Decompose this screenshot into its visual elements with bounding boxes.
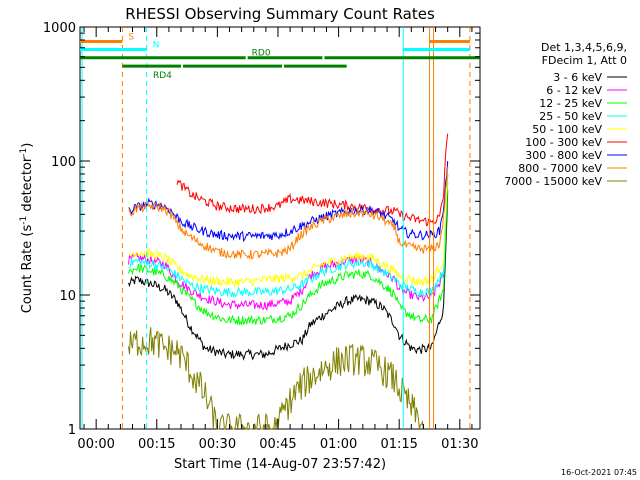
- series-line-4: [128, 167, 449, 287]
- x-tick-label-1: 00:15: [138, 437, 175, 452]
- series-line-2: [128, 181, 449, 326]
- state-label-s: S: [128, 32, 134, 42]
- legend-label-4: 50 - 100 keV: [532, 123, 602, 136]
- plot-area: [79, 26, 481, 430]
- legend-header-1: Det 1,3,4,5,6,9,: [541, 41, 627, 54]
- y-axis-label-sup2: -1: [19, 148, 29, 157]
- y-tick-label-1: 10: [59, 289, 76, 304]
- y-tick-label-2: 100: [51, 155, 76, 170]
- series-5: [176, 133, 449, 227]
- state-label-n: N: [153, 40, 160, 50]
- state-label-rd4: RD4: [153, 71, 172, 81]
- y-tick-label-3: 1000: [43, 21, 76, 36]
- series-line-6: [128, 160, 449, 243]
- y-axis-label-part3: ): [20, 143, 35, 148]
- legend-label-5: 100 - 300 keV: [525, 136, 602, 149]
- series-8: [128, 327, 424, 431]
- legend-header-2: FDecim 1, Att 0: [542, 54, 627, 67]
- y-axis-label-part1: Count Rate (s: [20, 225, 35, 314]
- x-tick-label-3: 00:45: [259, 437, 296, 452]
- y-axis-label: Count Rate (s-1 detector-1): [19, 143, 35, 314]
- series-6: [128, 160, 449, 243]
- legend-label-8: 7000 - 15000 keV: [504, 175, 602, 188]
- legend-label-7: 800 - 7000 keV: [518, 162, 602, 175]
- legend-label-0: 3 - 6 keV: [553, 71, 602, 84]
- y-axis-label-part2: detector: [20, 156, 35, 216]
- x-tick-label-6: 01:30: [441, 437, 478, 452]
- x-axis-label: Start Time (14-Aug-07 23:57:42): [174, 457, 386, 472]
- series-layer: [128, 133, 449, 431]
- series-line-5: [176, 133, 449, 227]
- series-0: [128, 190, 449, 361]
- x-tick-label-0: 00:00: [77, 437, 114, 452]
- timestamp: 16-Oct-2021 07:45: [561, 468, 637, 477]
- state-label-rd0: RD0: [252, 49, 271, 59]
- y-axis-label-sup1: -1: [19, 216, 29, 225]
- series-3: [128, 173, 449, 298]
- series-line-0: [128, 190, 449, 361]
- y-tick-label-0: 1: [68, 423, 76, 438]
- x-tick-label-4: 01:00: [320, 437, 357, 452]
- series-2: [128, 181, 449, 326]
- legend-label-6: 300 - 800 keV: [525, 149, 602, 162]
- legend-label-2: 12 - 25 keV: [539, 97, 602, 110]
- state-bars: S N RD0 RD4: [80, 27, 480, 429]
- legend-label-1: 6 - 12 keV: [546, 84, 602, 97]
- chart-title: RHESSI Observing Summary Count Rates: [125, 5, 435, 23]
- series-7: [128, 167, 449, 261]
- series-line-7: [128, 167, 449, 261]
- series-4: [128, 167, 449, 287]
- series-line-3: [128, 173, 449, 298]
- legend-label-3: 25 - 50 keV: [539, 110, 602, 123]
- series-line-8: [128, 327, 424, 431]
- axes: 1 10 100 1000 00:00 00:15 00:30 00:45 01:00 01:15…: [43, 21, 480, 452]
- x-tick-label-5: 01:15: [380, 437, 417, 452]
- x-tick-label-2: 00:30: [199, 437, 236, 452]
- legend: Det 1,3,4,5,6,9, FDecim 1, Att 0 3 - 6 k…: [504, 41, 627, 188]
